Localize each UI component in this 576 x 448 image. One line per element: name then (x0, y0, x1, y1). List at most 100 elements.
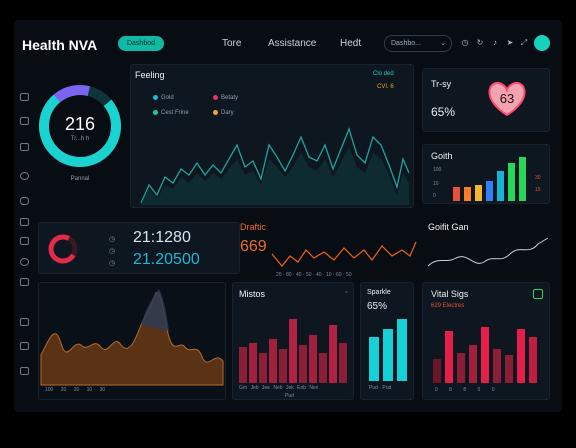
info-icon-2: ◷ (109, 248, 116, 255)
mistos-bar (299, 345, 307, 383)
legend-dot (153, 110, 158, 115)
bell-icon[interactable]: ♪ (493, 38, 497, 47)
send-icon[interactable]: ➤ (506, 38, 514, 47)
legend-dot (153, 95, 158, 100)
mistos-bar (239, 347, 247, 383)
calendar-icon[interactable] (20, 143, 29, 151)
info-icon: ◷ (109, 236, 116, 243)
vital-bar (433, 359, 441, 383)
vital-bars (433, 317, 545, 383)
dashboard-frame: Health NVA Dashbod Tore Assistance Hedt … (14, 20, 562, 412)
circle-icon[interactable] (20, 172, 29, 180)
mistos-sub: Pud (285, 393, 294, 399)
energy-panel: Draftic 669 20 · 80 · 40 · 50 · 40 · 10 … (236, 218, 417, 278)
progress-arc (48, 234, 78, 264)
vital-sub: 629 Electres (431, 303, 465, 309)
folder-icon[interactable] (20, 117, 29, 125)
mistos-bar (249, 343, 257, 383)
expand-icon[interactable]: ⤢ (520, 38, 528, 47)
dashboard-select[interactable]: Dashbo... ⌄ (384, 35, 452, 52)
ring-value: 216 (64, 114, 96, 134)
legend-dot (213, 95, 218, 100)
vital-bar (517, 329, 525, 383)
vital-bar (505, 355, 513, 383)
goals-bar (508, 163, 515, 201)
dashboard-pill-button[interactable]: Dashbod (118, 36, 164, 51)
vital-bar (493, 349, 501, 383)
chat-icon-2[interactable] (20, 367, 29, 375)
select-value: Dashbo... (391, 40, 421, 47)
feeling-panel: Feeling Clo ded CVI. 6 Gold Betaty Cest … (130, 64, 414, 208)
vital-title: Vital Sigs (431, 289, 469, 299)
mistos-panel: Mistos ▫ Gm Jeb Jee Neb Jek Eob Nex Pud (232, 282, 354, 400)
sparkle-value: 65% (367, 301, 388, 312)
folder-icon-2[interactable] (20, 342, 29, 350)
settings-icon[interactable] (20, 318, 29, 326)
goals-title: Goith (431, 151, 453, 161)
refresh-icon[interactable]: ↻ (476, 38, 484, 47)
sparkle-bar (397, 319, 407, 381)
mistos-bar (319, 353, 327, 383)
ring-sub: Tr...h h (70, 136, 90, 142)
legend-item-3: Cest Frine (153, 110, 189, 116)
sparkle-title: Sparkle (367, 289, 391, 296)
home-icon[interactable] (20, 93, 29, 101)
nav-item-hedt[interactable]: Hedt (340, 38, 362, 49)
goals-bar (497, 171, 504, 201)
goals-bar (464, 187, 471, 201)
feeling-title: Feeling (135, 70, 165, 80)
chat-icon[interactable] (20, 197, 29, 205)
feeling-dropdown[interactable]: Clo ded (373, 71, 394, 77)
nav-item-tore[interactable]: Tore (222, 38, 242, 49)
ring-label: Pannal (70, 176, 90, 182)
sparkle-bar (383, 329, 393, 381)
vital-axis: 0 8 8 0 0 (435, 387, 495, 393)
trust-title: Tr-sy (431, 79, 452, 89)
goals-bar (475, 185, 482, 201)
mistos-bar (279, 349, 287, 383)
grid-icon[interactable] (20, 237, 29, 245)
legend-item-4: Dary (213, 110, 234, 116)
goals-bar (453, 187, 460, 201)
stat-line-2: 21.20500 (133, 251, 200, 268)
goals-bar (486, 181, 493, 201)
area-panel: 100 20 20 10 30 (38, 282, 226, 400)
mistos-bar (289, 319, 297, 383)
trend-title: Goifit Gan (428, 222, 469, 232)
trend-panel: Goifit Gan (422, 216, 550, 278)
mistos-axis: Gm Jeb Jee Neb Jek Eob Nex (239, 385, 319, 391)
nav-item-assistance[interactable]: Assistance (268, 38, 317, 49)
energy-title: Draftic (240, 222, 267, 232)
lock-icon[interactable] (20, 218, 29, 226)
mistos-bar (309, 335, 317, 383)
chart-icon[interactable] (533, 289, 543, 299)
top-bar: Health NVA Dashbod Tore Assistance Hedt … (14, 20, 562, 64)
vital-bar (469, 345, 477, 383)
area-axis: 100 20 20 10 30 (45, 387, 106, 393)
ring-panel: 216 Tr...h h Pannal (36, 68, 124, 190)
vital-bar (529, 337, 537, 383)
vital-bar (457, 353, 465, 383)
list-icon[interactable] (20, 278, 29, 286)
info-icon-3: ◷ (109, 260, 116, 267)
sparkle-axis: Pud · Pud (369, 385, 392, 391)
user-icon[interactable] (20, 258, 29, 266)
app-title: Health NVA (22, 37, 98, 53)
sparkle-bar (369, 337, 379, 381)
legend-item-2: Betaty (213, 95, 238, 101)
goals-bars (453, 151, 527, 201)
mistos-title: Mistos (239, 289, 266, 299)
heart-value: 63 (499, 91, 515, 106)
legend-dot (213, 110, 218, 115)
legend-item-1: Gold (153, 95, 174, 101)
energy-line-chart (271, 241, 417, 267)
trust-value: 65% (431, 105, 456, 119)
goals-panel: Goith 100 10 0 30 15 (422, 144, 550, 204)
mistos-bar (259, 353, 267, 383)
sparkle-panel: Sparkle 65% Pud · Pud (360, 282, 414, 400)
clock-icon[interactable]: ◷ (461, 38, 469, 47)
avatar[interactable] (534, 35, 550, 51)
goals-bar (519, 157, 526, 201)
stat-line-1: 21:1280 (133, 229, 191, 246)
expand-icon-2[interactable]: ▫ (345, 289, 348, 296)
